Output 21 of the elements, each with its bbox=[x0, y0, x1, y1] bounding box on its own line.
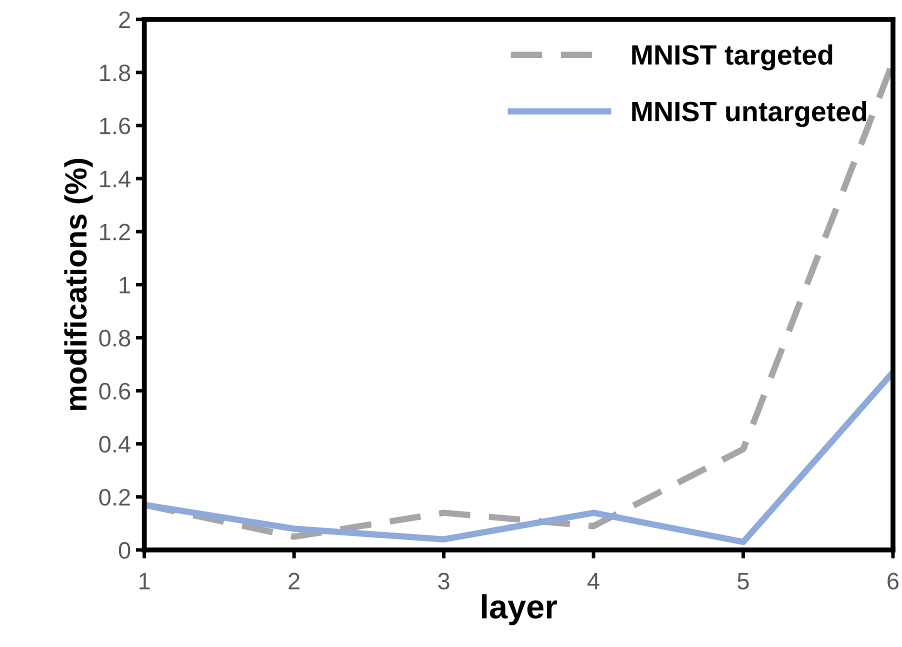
y-tick-label: 2 bbox=[119, 11, 130, 28]
legend-label: MNIST untargeted bbox=[632, 100, 866, 127]
y-tick-label: 1 bbox=[120, 276, 130, 294]
y-tick-label: 0.4 bbox=[99, 436, 130, 453]
y-tick-label: 1.6 bbox=[100, 118, 130, 134]
x-axis-title: layer bbox=[482, 594, 558, 626]
x-tick-label: 3 bbox=[438, 572, 450, 590]
y-axis-title: modifications (%) bbox=[64, 158, 93, 410]
x-tick-label: 6 bbox=[888, 572, 899, 590]
x-tick-label: 4 bbox=[587, 573, 600, 590]
x-tick-label: 1 bbox=[140, 573, 150, 590]
y-tick-label: 0.6 bbox=[99, 382, 130, 400]
y-tick-label: 1.8 bbox=[100, 64, 130, 82]
y-tick-label: 0.8 bbox=[99, 330, 130, 347]
y-tick-label: 0.2 bbox=[99, 488, 130, 506]
legend-label: MNIST targeted bbox=[632, 44, 832, 70]
y-tick-label: 1.4 bbox=[100, 170, 130, 188]
x-tick-label: 5 bbox=[738, 573, 749, 590]
x-tick-label: 2 bbox=[288, 572, 300, 590]
y-tick-label: 0 bbox=[118, 542, 130, 559]
y-tick-label: 1.2 bbox=[100, 224, 130, 240]
